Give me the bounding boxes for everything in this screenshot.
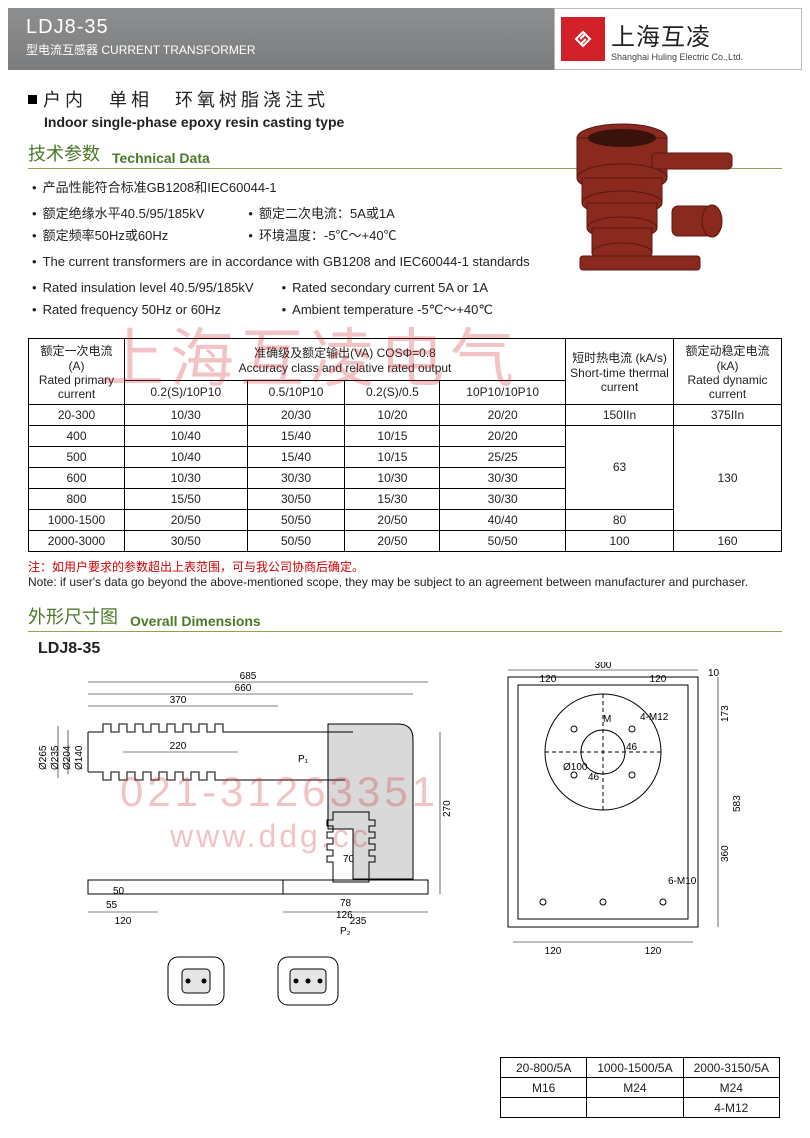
- dim-head-en: Overall Dimensions: [130, 613, 261, 629]
- svg-text:158: 158: [226, 971, 237, 988]
- svg-text:P₁: P₁: [298, 754, 309, 765]
- svg-text:6-M10: 6-M10: [668, 876, 697, 887]
- svg-text:2000-3000/5A: 2000-3000/5A: [277, 1015, 340, 1026]
- brand-cn: 上海互凌: [611, 17, 743, 52]
- svg-text:P₂向: P₂向: [298, 943, 319, 956]
- table-row: 20-30010/3020/3010/2020/20 150IIn375IIn: [29, 404, 782, 425]
- tech-head-en: Technical Data: [112, 150, 210, 166]
- svg-text:55: 55: [106, 900, 118, 911]
- svg-text:120: 120: [650, 674, 667, 685]
- svg-text:360: 360: [720, 844, 731, 861]
- technical-table: 额定一次电流(A) Rated primary current 准确级及额定输出…: [28, 338, 782, 552]
- svg-text:173: 173: [720, 704, 731, 721]
- svg-text:685: 685: [240, 671, 257, 682]
- table-row: 1000-150020/5050/5020/5040/40 80: [29, 509, 782, 530]
- brand-en: Shanghai Huling Electric Co.,Ltd.: [611, 52, 743, 62]
- svg-text:138: 138: [216, 971, 227, 988]
- svg-text:P₂: P₂: [340, 926, 351, 937]
- svg-text:Ø265: Ø265: [38, 745, 49, 770]
- tech-head-cn: 技术参数: [28, 140, 100, 166]
- section-dimensions: 外形尺寸图 Overall Dimensions: [28, 603, 782, 632]
- product-photo: [552, 108, 772, 288]
- svg-text:120: 120: [645, 946, 662, 957]
- svg-text:220: 220: [170, 741, 187, 752]
- svg-text:583: 583: [732, 794, 743, 811]
- svg-text:120: 120: [115, 916, 132, 927]
- dimension-drawing: 685 660 370 220 Ø265 Ø235 Ø204 Ø140 270 …: [28, 662, 778, 1032]
- title-block: LDJ8-35 型电流互感器 CURRENT TRANSFORMER: [8, 8, 554, 70]
- svg-text:300: 300: [595, 662, 612, 671]
- type-cn: 户内 单相 环氧树脂浇注式: [43, 86, 329, 112]
- table-note: 注：如用户要求的参数超出上表范围，可与我公司协商后确定。 Note: if us…: [28, 558, 782, 589]
- table-row: 2000-300030/5050/5020/5050/50 100160: [29, 530, 782, 551]
- svg-text:120: 120: [545, 946, 562, 957]
- bullet-icon: [28, 95, 37, 104]
- svg-text:M: M: [603, 714, 611, 725]
- thread-table: 20-800/5A1000-1500/5A2000-3150/5A M16M24…: [500, 1057, 780, 1118]
- dim-head-cn: 外形尺寸图: [28, 603, 118, 629]
- svg-text:Ø140: Ø140: [74, 745, 85, 770]
- svg-text:78: 78: [340, 898, 352, 909]
- model-subtitle: 型电流互感器 CURRENT TRANSFORMER: [26, 41, 536, 58]
- svg-text:270: 270: [442, 799, 453, 816]
- svg-text:3-M12: 3-M12: [280, 939, 309, 950]
- header: LDJ8-35 型电流互感器 CURRENT TRANSFORMER 上海互凌 …: [8, 8, 802, 70]
- table-row: 40010/4015/4010/1520/20 63130: [29, 425, 782, 446]
- svg-text:Ø100: Ø100: [563, 762, 588, 773]
- svg-text:370: 370: [170, 695, 187, 706]
- svg-text:660: 660: [235, 683, 252, 694]
- svg-text:Ø204: Ø204: [62, 745, 73, 770]
- logo-icon: [561, 17, 605, 61]
- dim-model: LDJ8-35: [38, 640, 782, 658]
- logo-block: 上海互凌 Shanghai Huling Electric Co.,Ltd.: [554, 8, 802, 70]
- svg-text:2-M12: 2-M12: [166, 939, 195, 950]
- svg-text:70: 70: [343, 854, 355, 865]
- svg-text:50: 50: [113, 886, 125, 897]
- svg-text:120: 120: [540, 674, 557, 685]
- svg-text:46: 46: [588, 772, 600, 783]
- svg-text:46: 46: [626, 742, 638, 753]
- svg-text:4-M12: 4-M12: [640, 712, 669, 723]
- svg-text:Ø235: Ø235: [50, 745, 61, 770]
- svg-text:P₂向: P₂向: [186, 943, 207, 956]
- svg-text:20-1500/5A: 20-1500/5A: [170, 1015, 222, 1026]
- model-code: LDJ8-35: [26, 16, 536, 39]
- svg-text:126: 126: [336, 910, 353, 921]
